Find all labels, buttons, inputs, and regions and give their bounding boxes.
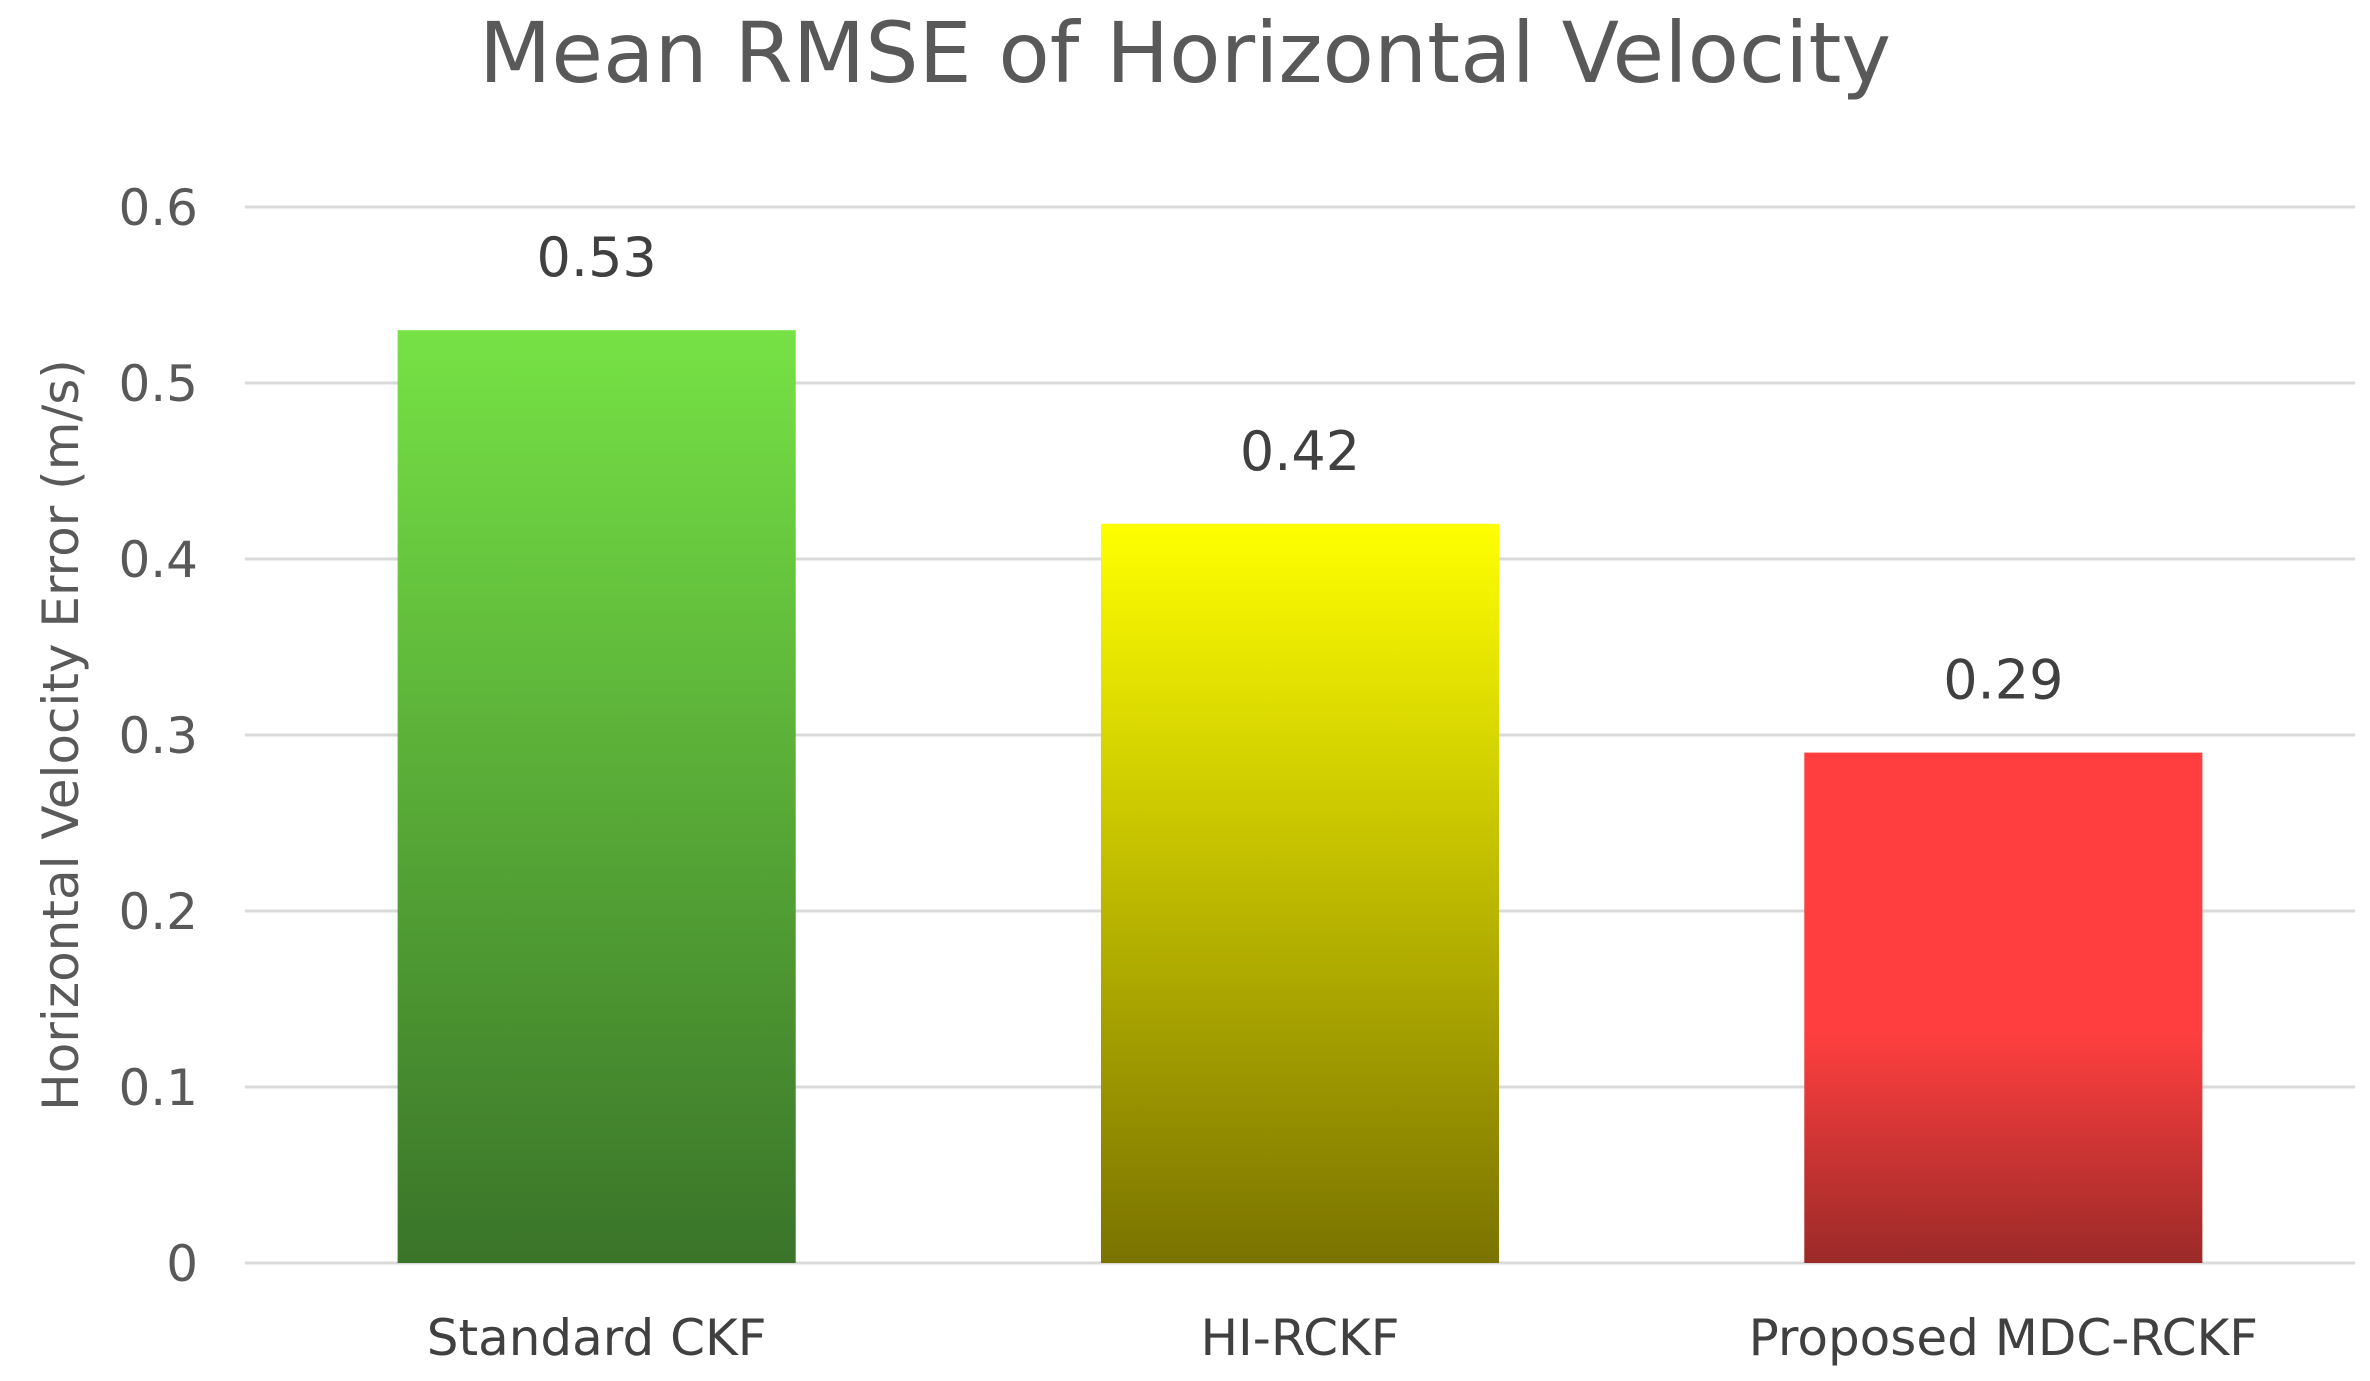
y-tick-label: 0.5 (118, 355, 198, 413)
data-label: 0.53 (537, 226, 657, 289)
x-tick-label: Proposed MDC-RCKF (1749, 1309, 2258, 1367)
x-tick-label: Standard CKF (427, 1309, 767, 1367)
bar-proposed-mdc-rckf (1804, 752, 2203, 1263)
x-tick-label: HI-RCKF (1200, 1309, 1399, 1367)
bar-hi-rckf (1100, 523, 1500, 1263)
y-tick-label: 0.1 (118, 1059, 198, 1117)
y-axis-label: Horizontal Velocity Error (m/s) (32, 359, 90, 1111)
data-label: 0.42 (1240, 420, 1360, 483)
data-label: 0.29 (1943, 649, 2063, 712)
x-axis-ticks: Standard CKF HI-RCKF Proposed MDC-RCKF (427, 1309, 2258, 1367)
bar-standard-ckf (397, 330, 796, 1263)
y-tick-label: 0.3 (118, 707, 198, 765)
y-tick-label: 0.2 (118, 883, 198, 941)
data-labels: 0.53 0.42 0.29 (537, 226, 2064, 711)
y-axis-ticks: 0 0.1 0.2 0.3 0.4 0.5 0.6 (118, 179, 198, 1293)
y-tick-label: 0.4 (118, 531, 198, 589)
chart-title: Mean RMSE of Horizontal Velocity (479, 4, 1891, 102)
y-tick-label: 0.6 (118, 179, 198, 237)
y-tick-label: 0 (166, 1235, 198, 1293)
bars (397, 330, 2203, 1263)
